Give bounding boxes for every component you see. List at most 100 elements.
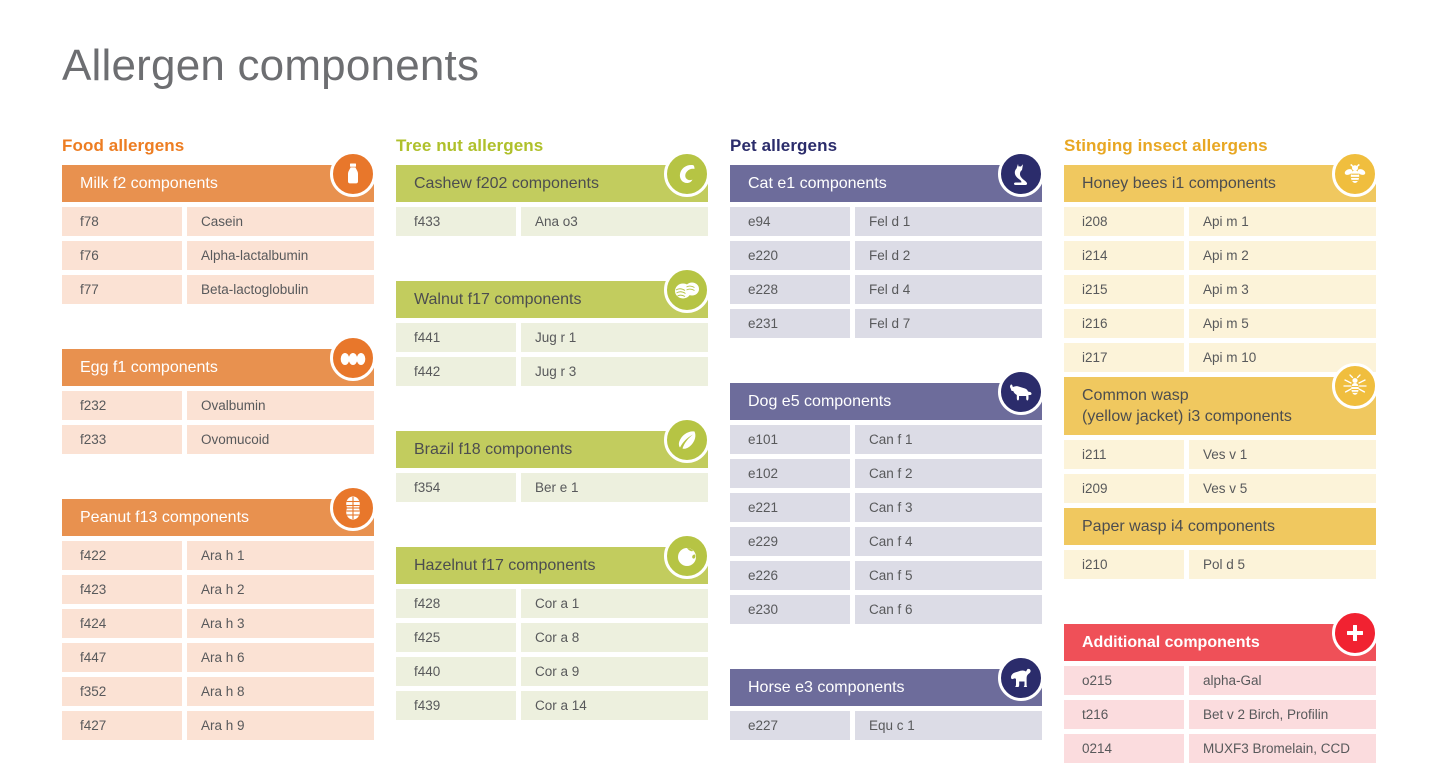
- row-name: Cor a 8: [521, 623, 708, 652]
- section-header-additional-components[interactable]: Additional components: [1064, 610, 1378, 661]
- table-row[interactable]: e102 Can f 2: [730, 459, 1042, 488]
- row-code: f352: [62, 677, 182, 706]
- section-title-horse: Horse e3 components: [748, 679, 905, 696]
- table-row[interactable]: f78 Casein: [62, 207, 374, 236]
- section-header-walnut[interactable]: Walnut f17 components: [396, 267, 710, 318]
- section-peanut: Peanut f13 components f422 Ara h 1 f423 Ar…: [62, 485, 376, 740]
- table-row[interactable]: i217 Api m 10: [1064, 343, 1376, 372]
- table-row[interactable]: i214 Api m 2: [1064, 241, 1376, 270]
- table-row[interactable]: e227 Equ c 1: [730, 711, 1042, 740]
- section-cashew: Cashew f202 components f433 Ana o3: [396, 151, 710, 236]
- honey-bee-icon: [1332, 151, 1378, 197]
- column-heading-food: Food allergens: [62, 136, 185, 155]
- table-row[interactable]: f354 Ber e 1: [396, 473, 708, 502]
- table-row[interactable]: i216 Api m 5: [1064, 309, 1376, 338]
- row-name: Ves v 5: [1189, 474, 1376, 503]
- table-row[interactable]: f424 Ara h 3: [62, 609, 374, 638]
- table-row[interactable]: e220 Fel d 2: [730, 241, 1042, 270]
- table-row[interactable]: e230 Can f 6: [730, 595, 1042, 624]
- allergen-columns: Food allergens Milk f2 components f78 Cas…: [62, 136, 1378, 763]
- row-code: f440: [396, 657, 516, 686]
- table-row[interactable]: f439 Cor a 14: [396, 691, 708, 720]
- table-row[interactable]: f77 Beta-lactoglobulin: [62, 275, 374, 304]
- table-row[interactable]: f441 Jug r 1: [396, 323, 708, 352]
- row-name: Ara h 6: [187, 643, 374, 672]
- row-code: e101: [730, 425, 850, 454]
- table-row[interactable]: i211 Ves v 1: [1064, 440, 1376, 469]
- section-dog: Dog e5 components e101 Can f 1 e102 Can f …: [730, 369, 1044, 624]
- row-code: e227: [730, 711, 850, 740]
- table-row[interactable]: i215 Api m 3: [1064, 275, 1376, 304]
- section-header-dog[interactable]: Dog e5 components: [730, 369, 1044, 420]
- section-hazelnut: Hazelnut f17 components f428 Cor a 1 f425…: [396, 533, 710, 720]
- section-header-honey-bees[interactable]: Honey bees i1 components: [1064, 151, 1378, 202]
- section-additional-components: Additional components o215 alpha-Gal t216…: [1064, 610, 1378, 763]
- row-code: i211: [1064, 440, 1184, 469]
- row-code: i209: [1064, 474, 1184, 503]
- rows-walnut: f441 Jug r 1 f442 Jug r 3: [396, 323, 708, 386]
- table-row[interactable]: e228 Fel d 4: [730, 275, 1042, 304]
- table-row[interactable]: f423 Ara h 2: [62, 575, 374, 604]
- table-row[interactable]: f233 Ovomucoid: [62, 425, 374, 454]
- section-title-paper-wasp: Paper wasp i4 components: [1082, 518, 1275, 535]
- row-name: Ara h 1: [187, 541, 374, 570]
- row-name: Fel d 4: [855, 275, 1042, 304]
- row-code: e230: [730, 595, 850, 624]
- table-row[interactable]: f447 Ara h 6: [62, 643, 374, 672]
- table-row[interactable]: f232 Ovalbumin: [62, 391, 374, 420]
- table-row[interactable]: f425 Cor a 8: [396, 623, 708, 652]
- row-code: i210: [1064, 550, 1184, 579]
- table-row[interactable]: f76 Alpha-lactalbumin: [62, 241, 374, 270]
- column-pet-allergens: Pet allergens Cat e1 components e94 Fel d…: [730, 136, 1044, 763]
- table-row[interactable]: f433 Ana o3: [396, 207, 708, 236]
- row-code: i217: [1064, 343, 1184, 372]
- table-row[interactable]: f428 Cor a 1: [396, 589, 708, 618]
- table-row[interactable]: f427 Ara h 9: [62, 711, 374, 740]
- column-heading-stinging-insect: Stinging insect allergens: [1064, 136, 1268, 155]
- row-name: MUXF3 Bromelain, CCD: [1189, 734, 1376, 763]
- rows-horse: e227 Equ c 1: [730, 711, 1042, 740]
- table-row[interactable]: f440 Cor a 9: [396, 657, 708, 686]
- walnut-icon: [664, 267, 710, 313]
- section-header-egg[interactable]: Egg f1 components: [62, 335, 376, 386]
- table-row[interactable]: e101 Can f 1: [730, 425, 1042, 454]
- table-row[interactable]: i210 Pol d 5: [1064, 550, 1376, 579]
- section-header-peanut[interactable]: Peanut f13 components: [62, 485, 376, 536]
- table-row[interactable]: e231 Fel d 7: [730, 309, 1042, 338]
- row-code: f423: [62, 575, 182, 604]
- row-code: f232: [62, 391, 182, 420]
- section-header-common-wasp[interactable]: Common wasp (yellow jacket) i3 component…: [1064, 363, 1378, 435]
- table-row[interactable]: 0214 MUXF3 Bromelain, CCD: [1064, 734, 1376, 763]
- section-header-paper-wasp[interactable]: Paper wasp i4 components: [1064, 508, 1376, 545]
- rows-paper-wasp: i210 Pol d 5: [1064, 550, 1376, 579]
- page-title: Allergen components: [62, 41, 480, 90]
- table-row[interactable]: e94 Fel d 1: [730, 207, 1042, 236]
- table-row[interactable]: f352 Ara h 8: [62, 677, 374, 706]
- allergen-components-poster: Allergen components Food allergens Milk …: [62, 41, 1378, 763]
- section-header-horse[interactable]: Horse e3 components: [730, 655, 1044, 706]
- row-code: e226: [730, 561, 850, 590]
- table-row[interactable]: e226 Can f 5: [730, 561, 1042, 590]
- table-row[interactable]: i209 Ves v 5: [1064, 474, 1376, 503]
- table-row[interactable]: e229 Can f 4: [730, 527, 1042, 556]
- section-header-brazil[interactable]: Brazil f18 components: [396, 417, 710, 468]
- peanut-icon: [330, 485, 376, 531]
- table-row[interactable]: f422 Ara h 1: [62, 541, 374, 570]
- row-name: Can f 4: [855, 527, 1042, 556]
- section-header-milk[interactable]: Milk f2 components: [62, 151, 376, 202]
- row-name: Api m 1: [1189, 207, 1376, 236]
- table-row[interactable]: o215 alpha-Gal: [1064, 666, 1376, 695]
- row-code: f433: [396, 207, 516, 236]
- section-title-cat: Cat e1 components: [748, 175, 887, 192]
- section-header-cashew[interactable]: Cashew f202 components: [396, 151, 710, 202]
- row-code: f424: [62, 609, 182, 638]
- section-header-hazelnut[interactable]: Hazelnut f17 components: [396, 533, 710, 584]
- table-row[interactable]: i208 Api m 1: [1064, 207, 1376, 236]
- row-name: Casein: [187, 207, 374, 236]
- section-header-cat[interactable]: Cat e1 components: [730, 151, 1044, 202]
- cat-icon: [998, 151, 1044, 197]
- rows-cat: e94 Fel d 1 e220 Fel d 2 e228 Fel d 4 e231 F…: [730, 207, 1042, 338]
- table-row[interactable]: f442 Jug r 3: [396, 357, 708, 386]
- table-row[interactable]: e221 Can f 3: [730, 493, 1042, 522]
- table-row[interactable]: t216 Bet v 2 Birch, Profilin: [1064, 700, 1376, 729]
